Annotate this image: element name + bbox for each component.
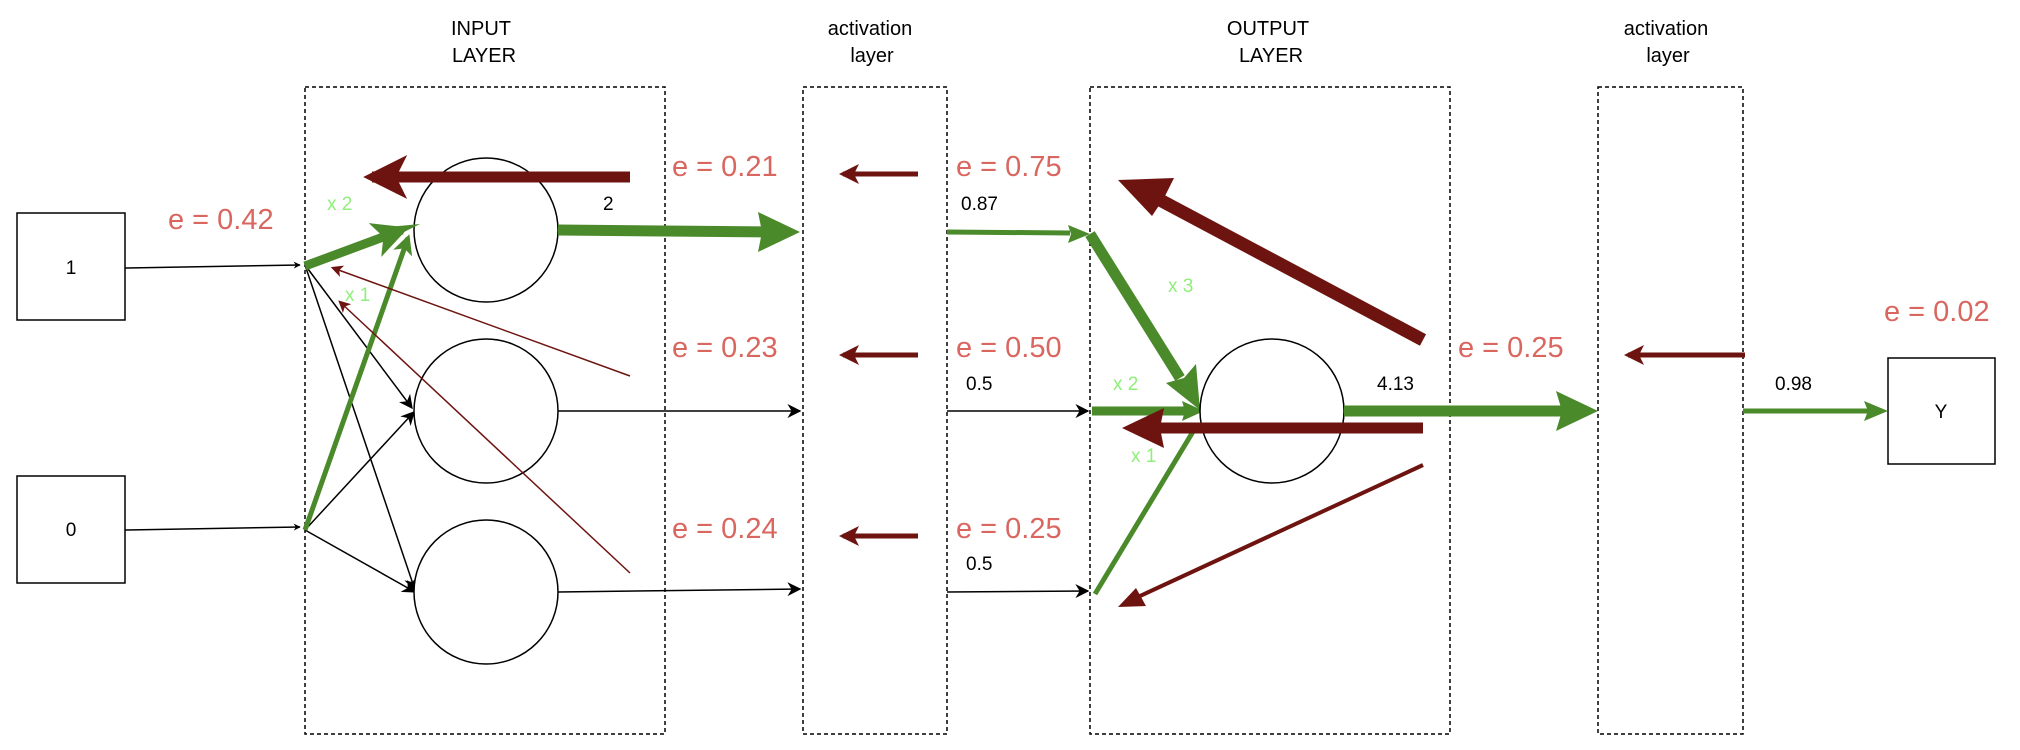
hidden-neuron-2 [413, 338, 559, 484]
edge-bottom-to-hidden-2 [304, 410, 415, 531]
edge-activation-2-to-output-node-arrowhead [1864, 401, 1888, 421]
edge-activation-3-to-output-box [946, 584, 1090, 599]
edge-hidden-1-to-activation-arrowhead [758, 212, 800, 252]
edge-input-top-to-junction [124, 261, 301, 269]
value-output-neuron-out: 4.13 [1377, 374, 1414, 395]
activation-layer-1-header-line2: layer [850, 45, 894, 67]
value-activation-1: 0.87 [961, 194, 998, 215]
input-node-bottom-label: 0 [66, 520, 77, 541]
gradient-label-output-x2: x 2 [1113, 374, 1138, 395]
backprop-arrow-hidden-2-thin [330, 265, 631, 377]
hidden-neuron-3 [413, 519, 559, 665]
gradient-label-output-x3: x 3 [1168, 276, 1193, 297]
backprop-arrow-hidden-3-thin [338, 300, 631, 574]
edge-top-to-hidden-3 [304, 264, 418, 592]
error-label-final: e = 0.02 [1884, 296, 1990, 328]
input-node-top-label: 1 [66, 258, 77, 279]
gradient-label-input-x1: x 1 [345, 285, 370, 306]
edge-bottom-to-hidden-1-forward [302, 234, 413, 531]
edge-output-neuron-to-activation-2-arrowhead [1556, 391, 1598, 431]
edge-row-1-to-output-neuron [1085, 231, 1185, 381]
edge-bottom-to-hidden-3 [304, 529, 417, 593]
gradient-label-output-x1: x 1 [1131, 446, 1156, 467]
error-label-output: e = 0.25 [1458, 332, 1564, 364]
input-node-top [16, 212, 126, 321]
activation-layer-2-header-line1: activation [1624, 18, 1709, 40]
edge-activation-1-to-output-box-arrowhead [1068, 225, 1090, 243]
activation-layer-1-header-line1: activation [828, 18, 913, 40]
input-node-bottom [16, 475, 126, 584]
backprop-output-to-row-3-arrowhead [1118, 588, 1146, 607]
output-neuron [1199, 338, 1345, 484]
edge-row-2-to-output-neuron-arrowhead [1182, 401, 1204, 421]
error-label-activation-3: e = 0.25 [956, 513, 1062, 545]
edge-hidden-1-to-activation-forward [557, 224, 771, 238]
edge-input-bottom-to-junction [124, 523, 301, 531]
value-activation-2: 0.5 [966, 374, 992, 395]
output-layer-header-line1: OUTPUT [1227, 18, 1309, 40]
output-layer-header-line2: LAYER [1239, 45, 1303, 67]
backprop-output-to-row-2-arrowhead [1122, 408, 1164, 448]
activation-layer-2-box [1597, 86, 1744, 735]
output-node [1887, 357, 1996, 465]
value-hidden-1-out: 2 [603, 194, 614, 215]
edge-row-1-to-output-neuron-arrowhead [1166, 364, 1200, 410]
value-activation-3: 0.5 [966, 554, 992, 575]
input-layer-header-line2: LAYER [452, 45, 516, 67]
input-layer-header-line1: INPUT [451, 18, 511, 40]
edge-activation-1-to-output-box [946, 229, 1071, 236]
backprop-output-to-row-3 [1139, 463, 1424, 598]
value-final-activation: 0.98 [1775, 374, 1812, 395]
error-label-hidden-3: e = 0.24 [672, 513, 778, 545]
activation-layer-1-box [802, 86, 948, 735]
error-label-activation-2: e = 0.50 [956, 332, 1062, 364]
hidden-neuron-1-input-arrowhead [378, 224, 420, 242]
edge-row-3-to-output-neuron [1092, 423, 1200, 596]
backprop-output-to-row-1-arrowhead [1118, 178, 1174, 216]
gradient-label-input-x2: x 2 [327, 194, 352, 215]
output-node-label: Y [1935, 402, 1948, 423]
input-layer-box [304, 86, 666, 735]
error-label-hidden-2: e = 0.23 [672, 332, 778, 364]
edge-top-to-hidden-2 [304, 264, 413, 410]
edge-hidden-3-to-activation [557, 582, 802, 597]
error-label-activation-1: e = 0.75 [956, 151, 1062, 183]
error-label-hidden-1: e = 0.21 [672, 151, 778, 183]
backprop-output-to-row-1 [1156, 194, 1427, 346]
error-label-input: e = 0.42 [168, 204, 274, 236]
output-layer-box [1089, 86, 1451, 735]
activation-layer-2-header-line2: layer [1646, 45, 1690, 67]
